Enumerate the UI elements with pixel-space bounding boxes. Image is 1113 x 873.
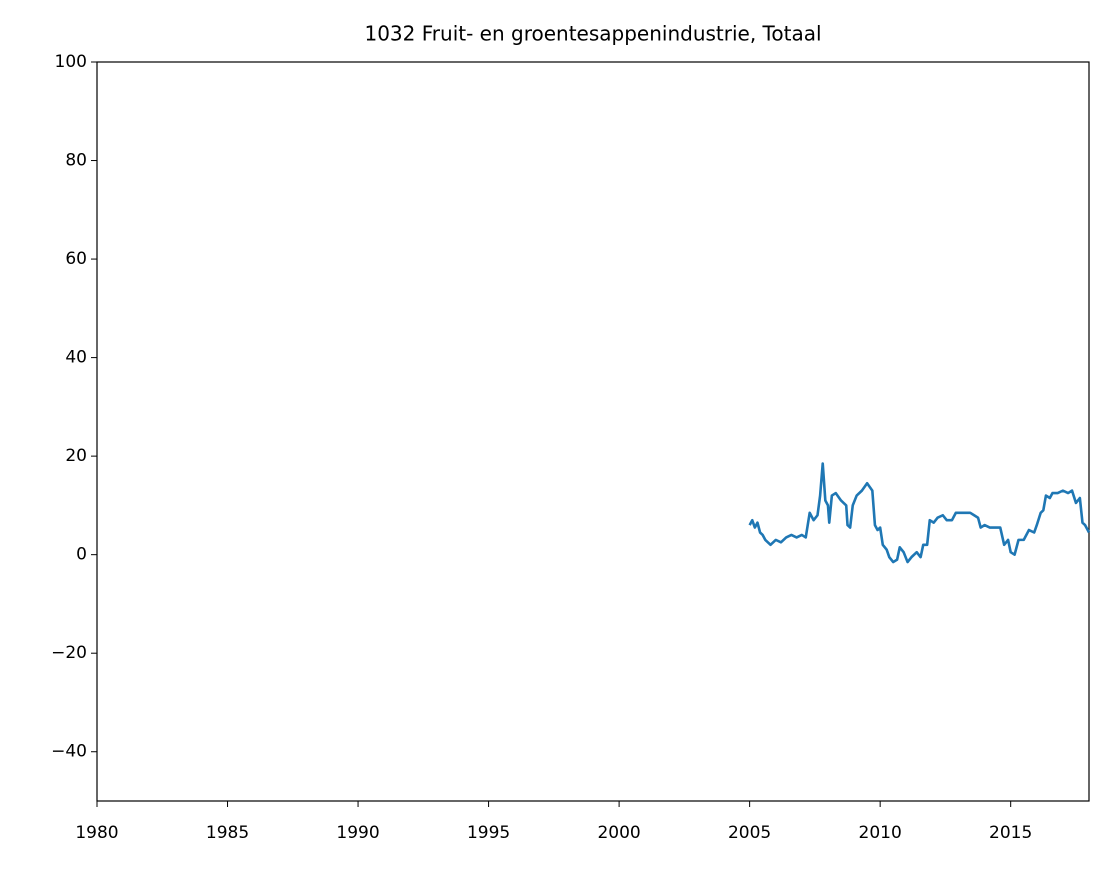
y-tick-label: 0 — [76, 545, 87, 565]
plot-frame — [96, 61, 1090, 802]
x-tick-label: 1990 — [336, 823, 379, 843]
y-tick-label: −20 — [51, 643, 87, 663]
x-tick-label: 2010 — [859, 823, 902, 843]
y-tick-label: 100 — [55, 52, 87, 72]
y-tick-label: 60 — [65, 249, 87, 269]
y-tick-label: 40 — [65, 348, 87, 368]
y-tick-label: 80 — [65, 151, 87, 171]
x-tick-label: 1980 — [75, 823, 118, 843]
x-tick-label: 2000 — [597, 823, 640, 843]
x-tick-label: 2005 — [728, 823, 771, 843]
chart-title: 1032 Fruit- en groentesappenindustrie, T… — [364, 22, 821, 46]
x-tick-label: 1985 — [206, 823, 249, 843]
y-tick-label: 20 — [65, 446, 87, 466]
x-tick-label: 1995 — [467, 823, 510, 843]
y-tick-label: −40 — [51, 742, 87, 762]
data-line — [748, 462, 1091, 564]
x-tick-label: 2015 — [989, 823, 1032, 843]
